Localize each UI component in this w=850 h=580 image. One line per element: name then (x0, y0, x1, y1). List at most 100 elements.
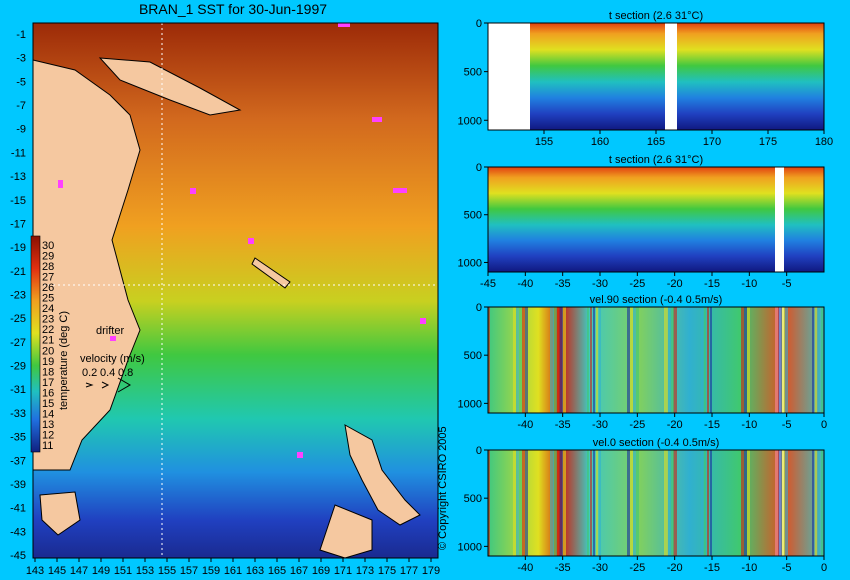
colorbar-tick-label: 19 (42, 356, 54, 368)
x-tick-label: 0 (821, 419, 827, 431)
velocity-label: velocity (m/s) (80, 353, 145, 365)
velocity-streak (627, 307, 630, 413)
velocity-streak (775, 307, 779, 413)
lon-tick-label: 153 (136, 565, 154, 577)
x-tick-label: -25 (629, 278, 645, 290)
velocity-streak (488, 307, 490, 413)
velocity-streak (704, 450, 706, 556)
colorbar-tick-label: 16 (42, 387, 54, 399)
x-tick-label: -10 (741, 419, 757, 431)
velocity-streak (522, 450, 525, 556)
lat-tick-label: -27 (10, 337, 26, 349)
drifter-marker (110, 336, 116, 341)
velocity-legend-ticks: 0.2 0.4 0.8 (82, 367, 133, 379)
velocity-streak (738, 450, 741, 556)
velocity-streak (710, 450, 712, 556)
y-tick-label: 0 (476, 162, 482, 174)
velocity-streak (710, 307, 712, 413)
map-title: BRAN_1 SST for 30-Jun-1997 (139, 1, 327, 17)
colorbar-strip (30, 235, 41, 453)
x-tick-label: -5 (782, 278, 792, 290)
velocity-streak (818, 307, 820, 413)
velocity-streak (778, 450, 782, 556)
velocity-streak (707, 450, 709, 556)
x-tick-label: -45 (480, 278, 496, 290)
velocity-streak (636, 450, 639, 556)
section-title: vel.90 section (-0.4 0.5m/s) (590, 294, 723, 306)
velocity-streak (593, 307, 595, 413)
velocity-streak (627, 450, 630, 556)
x-tick-label: -25 (629, 419, 645, 431)
x-tick-label: -20 (667, 419, 683, 431)
velocity-streak (738, 307, 741, 413)
velocity-streak (812, 307, 814, 413)
lon-tick-label: 161 (224, 565, 242, 577)
lon-tick-label: 177 (400, 565, 418, 577)
velocity-streak (519, 307, 522, 413)
drifter-marker (190, 188, 196, 194)
drifter-marker (338, 23, 350, 27)
velocity-streak (636, 307, 639, 413)
velocity-streak (630, 450, 633, 556)
velocity-streak (670, 307, 674, 413)
lat-tick-label: -1 (16, 29, 26, 41)
velocity-streak (784, 307, 788, 413)
x-tick-label: 175 (759, 136, 777, 148)
section-gap (665, 23, 677, 130)
velocity-streak (707, 307, 709, 413)
colorbar-tick-label: 20 (42, 345, 54, 357)
colorbar-tick-label: 18 (42, 366, 54, 378)
section-frame (487, 449, 825, 557)
velocity-streak (562, 307, 566, 413)
lat-tick-label: -3 (16, 53, 26, 65)
y-tick-label: 0 (476, 302, 482, 314)
x-tick-label: 180 (815, 136, 833, 148)
x-tick-label: -10 (741, 278, 757, 290)
velocity-streak (673, 307, 677, 413)
velocity-streak (525, 450, 528, 556)
colorbar-tick-label: 29 (42, 251, 54, 263)
colorbar-tick-label: 27 (42, 272, 54, 284)
lat-tick-label: -45 (10, 550, 26, 562)
x-tick-label: -30 (592, 562, 608, 574)
lon-tick-label: 167 (290, 565, 308, 577)
velocity-streak (630, 307, 633, 413)
velocity-streak (673, 450, 677, 556)
velocity-streak (556, 307, 560, 413)
colorbar-tick-label: 25 (42, 293, 54, 305)
velocity-streak (519, 450, 522, 556)
velocity-streak (596, 450, 598, 556)
velocity-streak (778, 307, 782, 413)
velocity-streak (815, 307, 817, 413)
velocity-streak (815, 450, 817, 556)
section-title: vel.0 section (-0.4 0.5m/s) (593, 437, 720, 449)
new-caledonia-land (251, 257, 291, 289)
velocity-streak (559, 307, 563, 413)
velocity-streak (522, 307, 525, 413)
velocity-streak (744, 307, 747, 413)
y-tick-label: 1000 (458, 115, 482, 127)
velocity-streak (633, 450, 636, 556)
velocity-streak (664, 450, 668, 556)
velocity-streak (550, 450, 554, 556)
x-tick-label: -20 (667, 562, 683, 574)
drifter-label: drifter (96, 325, 124, 337)
new-guinea-land (98, 57, 242, 116)
lat-tick-label: -35 (10, 432, 26, 444)
velocity-streak (781, 450, 785, 556)
x-tick-label: 165 (647, 136, 665, 148)
y-tick-label: 1000 (458, 398, 482, 410)
lat-tick-label: -37 (10, 455, 26, 467)
lon-tick-label: 169 (312, 565, 330, 577)
velocity-streak (821, 450, 823, 556)
x-tick-label: -40 (517, 419, 533, 431)
latitude-ticks: -1 -3 -5 -7 -9 -11 -13 -15 -17 -19 -21 -23 -25 -27 -29… (10, 29, 26, 562)
drifter-marker (248, 238, 254, 244)
velocity-streak (670, 450, 674, 556)
lat-tick-label: -21 (10, 266, 26, 278)
y-tick-label: 0 (476, 18, 482, 30)
colorbar-tick-label: 15 (42, 398, 54, 410)
lat-tick-label: -17 (10, 218, 26, 230)
velocity-streak (781, 307, 785, 413)
